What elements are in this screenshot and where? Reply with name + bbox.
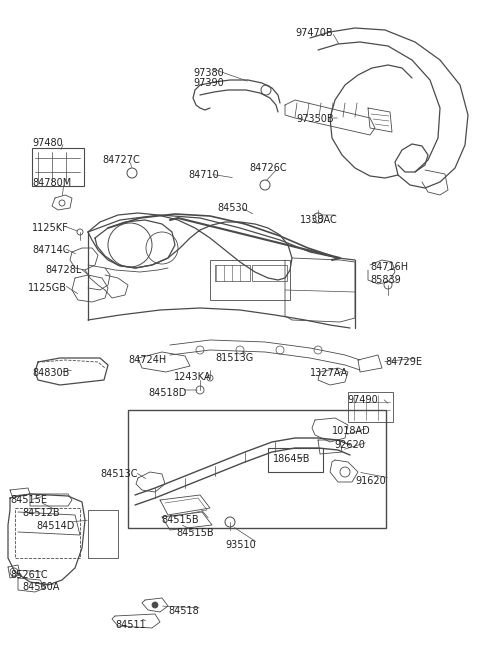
- Text: 93510: 93510: [225, 540, 256, 550]
- Text: 84530: 84530: [217, 203, 248, 213]
- Text: 84518: 84518: [168, 606, 199, 616]
- Text: 92620: 92620: [334, 440, 365, 450]
- Bar: [210, 260, 290, 300]
- Bar: [15, 508, 80, 558]
- Text: 97470B: 97470B: [295, 28, 333, 38]
- Text: 84513C: 84513C: [100, 469, 137, 479]
- Text: 81513G: 81513G: [215, 353, 253, 363]
- Text: 84716H: 84716H: [370, 262, 408, 272]
- Bar: [348, 392, 393, 422]
- Circle shape: [152, 602, 158, 608]
- Text: 84515B: 84515B: [161, 515, 199, 525]
- Text: 97390: 97390: [193, 78, 224, 88]
- Text: 84714C: 84714C: [32, 245, 70, 255]
- Text: 1125KF: 1125KF: [32, 223, 69, 233]
- Text: 84515E: 84515E: [10, 495, 47, 505]
- Text: 1243KA: 1243KA: [174, 372, 212, 382]
- Text: 85839: 85839: [370, 275, 401, 285]
- Text: 84560A: 84560A: [22, 582, 60, 592]
- Text: 84830B: 84830B: [32, 368, 70, 378]
- Text: 84511: 84511: [115, 620, 146, 630]
- Text: 84728L: 84728L: [45, 265, 82, 275]
- Text: 84514D: 84514D: [36, 521, 74, 531]
- Text: 97350B: 97350B: [296, 114, 334, 124]
- Text: 97480: 97480: [32, 138, 63, 148]
- Text: 84780M: 84780M: [32, 178, 71, 188]
- Text: 1327AA: 1327AA: [310, 368, 348, 378]
- Text: 84710: 84710: [188, 170, 219, 180]
- Bar: [128, 410, 386, 528]
- Text: 84512B: 84512B: [22, 508, 60, 518]
- Bar: [252, 265, 287, 281]
- Text: 84727C: 84727C: [102, 155, 140, 165]
- Text: 1125GB: 1125GB: [28, 283, 67, 293]
- Text: 84726C: 84726C: [249, 163, 287, 173]
- Text: 1338AC: 1338AC: [300, 215, 338, 225]
- Text: 85261C: 85261C: [10, 570, 48, 580]
- Text: 84729E: 84729E: [385, 357, 422, 367]
- Bar: [268, 448, 323, 472]
- Bar: [88, 510, 118, 558]
- Text: 84724H: 84724H: [128, 355, 166, 365]
- Text: 84515B: 84515B: [176, 528, 214, 538]
- Bar: [215, 265, 250, 281]
- Text: 97490: 97490: [347, 395, 378, 405]
- Text: 1018AD: 1018AD: [332, 426, 371, 436]
- Text: 84518D: 84518D: [148, 388, 186, 398]
- Text: 18645B: 18645B: [273, 454, 311, 464]
- Text: 91620: 91620: [355, 476, 386, 486]
- Bar: [32, 148, 84, 186]
- Text: 97380: 97380: [193, 68, 224, 78]
